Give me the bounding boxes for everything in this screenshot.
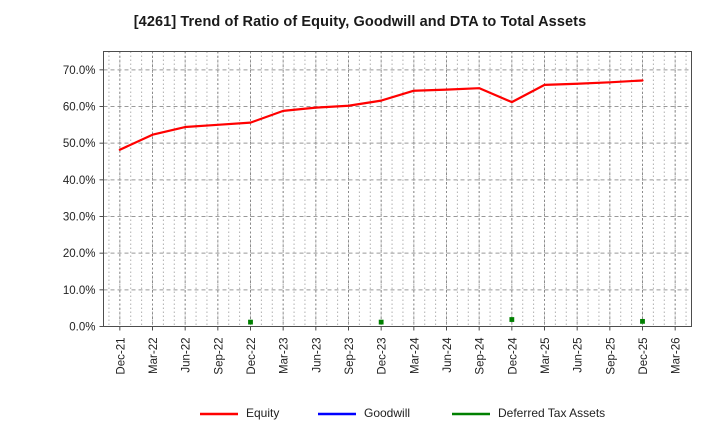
series-line-equity	[118, 79, 644, 151]
y-tick-labels: 0.0% 10.0% 20.0% 30.0% 40.0% 50.0% 60.0% 70.0%	[63, 65, 96, 334]
y-gridlines	[103, 69, 692, 291]
x-tick-label: Jun-24	[442, 337, 454, 373]
y-tick-label: 70.0%	[63, 65, 96, 77]
x-tick-label: Dec-25	[638, 338, 650, 375]
x-tick-label: Mar-22	[148, 338, 160, 374]
plot-frame	[103, 51, 692, 327]
y-tick-label: 50.0%	[63, 138, 96, 150]
x-tick-label: Mar-24	[409, 337, 421, 374]
dta-marker	[640, 318, 645, 324]
x-gridlines	[108, 51, 687, 327]
x-tick-labels: Dec-21 Mar-22 Jun-22 Sep-22 Dec-22 Mar-23 Jun-…	[115, 337, 682, 375]
x-tick-label: Dec-21	[115, 338, 127, 375]
chart-title: [4261] Trend of Ratio of Equity, Goodwil…	[133, 14, 587, 30]
x-tick-label: Sep-25	[605, 338, 617, 375]
x-tick-label: Sep-24	[475, 337, 487, 375]
y-tick-label: 0.0%	[69, 322, 95, 334]
y-tick-label: 20.0%	[63, 248, 96, 260]
legend-label-goodwill: Goodwill	[364, 406, 410, 420]
x-tick-label: Dec-24	[507, 337, 519, 375]
legend-label-equity: Equity	[246, 406, 279, 420]
legend-label-deferred-tax-assets: Deferred Tax Assets	[498, 406, 605, 420]
dta-marker	[248, 319, 253, 325]
data-series-layer	[118, 79, 645, 325]
x-tick-label: Sep-22	[213, 338, 225, 375]
x-tick-label: Mar-25	[540, 338, 552, 374]
x-tick-label: Jun-23	[311, 338, 323, 373]
dta-marker	[378, 319, 384, 325]
y-tick-label: 10.0%	[63, 285, 96, 297]
x-tick-marks	[119, 326, 676, 331]
x-tick-label: Dec-23	[377, 338, 389, 375]
x-tick-label: Mar-26	[671, 338, 683, 374]
y-tick-marks	[99, 69, 104, 327]
x-tick-label: Dec-22	[246, 338, 258, 375]
y-tick-label: 40.0%	[63, 175, 96, 187]
x-tick-label: Mar-23	[279, 338, 291, 374]
x-tick-label: Jun-25	[573, 338, 585, 373]
y-tick-label: 30.0%	[63, 212, 96, 224]
y-tick-label: 60.0%	[63, 102, 96, 114]
chart-legend: Equity Goodwill Deferred Tax Assets	[200, 406, 605, 420]
x-tick-label: Jun-22	[181, 338, 193, 373]
x-tick-label: Sep-23	[344, 338, 356, 375]
dta-marker	[509, 317, 515, 322]
